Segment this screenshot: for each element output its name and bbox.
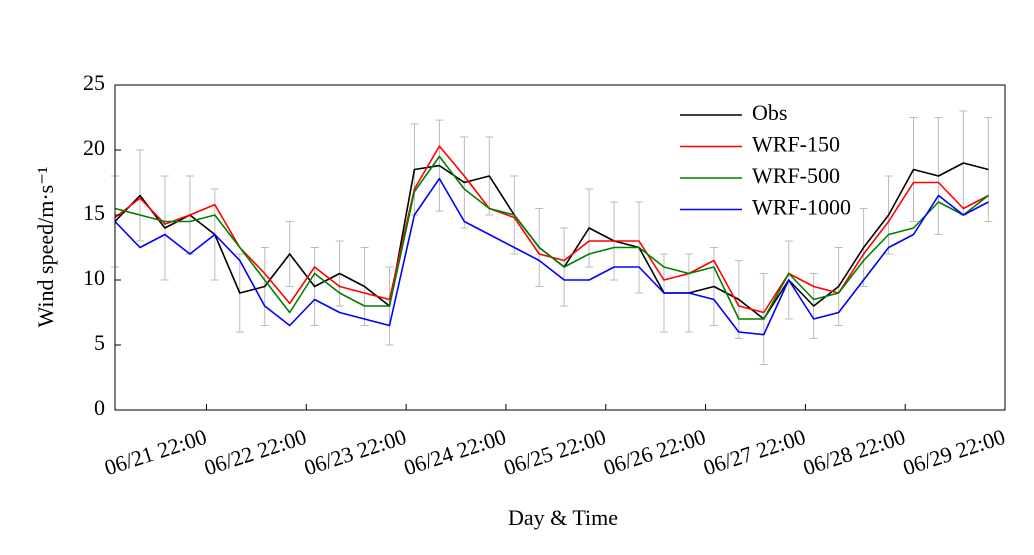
series-line [114,162,989,320]
x-tick-label: 06/25 22:00 [501,424,609,480]
series-line [114,177,989,336]
legend-label: WRF-150 [752,132,840,157]
y-tick-label: 15 [83,200,105,225]
x-tick-label: 06/24 22:00 [401,424,509,480]
series-line [114,155,989,320]
y-tick-label: 0 [94,395,105,420]
y-tick-label: 5 [94,330,105,355]
x-axis-label: Day & Time [508,505,618,530]
x-tick-label: 06/27 22:00 [700,424,808,480]
x-tick-label: 06/23 22:00 [301,424,409,480]
y-tick-label: 20 [83,135,105,160]
plot-frame [114,84,1006,411]
x-tick-label: 06/22 22:00 [201,424,309,480]
legend-label: WRF-500 [752,163,840,188]
legend-label: WRF-1000 [752,195,851,220]
y-tick-label: 10 [83,265,105,290]
x-tick-label: 06/28 22:00 [800,424,908,480]
x-tick-label: 06/21 22:00 [101,424,209,480]
x-tick-label: 06/29 22:00 [900,424,1008,480]
legend-label: Obs [752,100,787,125]
y-tick-label: 25 [83,70,105,95]
x-tick-label: 06/26 22:00 [600,424,708,480]
y-axis-label: Wind speed/m·s⁻¹ [33,167,58,328]
